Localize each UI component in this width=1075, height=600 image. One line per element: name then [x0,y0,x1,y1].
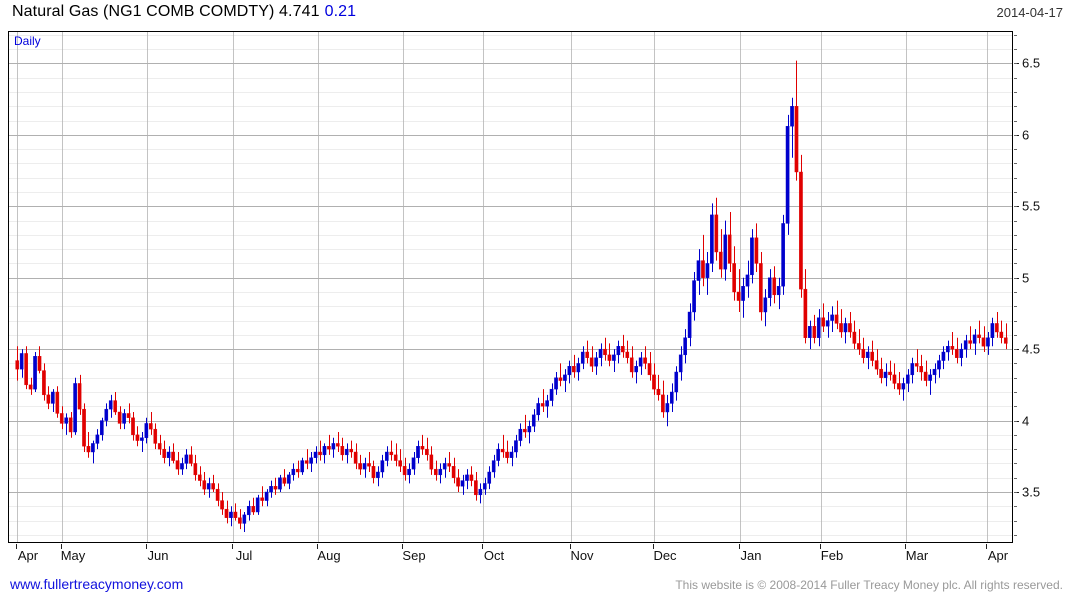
y-axis-minor-tick [1014,278,1017,279]
y-axis-minor-tick [1014,221,1017,222]
y-axis-minor-tick [1014,335,1017,336]
price-change-value: 0.21 [324,3,357,20]
y-axis-minor-tick [1014,421,1017,422]
y-axis-minor-tick [1014,78,1017,79]
y-axis-minor-tick [1014,35,1017,36]
x-axis-tick-label: Feb [820,548,844,563]
x-axis-tick-label: Oct [483,548,505,563]
y-axis-minor-tick [1014,321,1017,322]
y-axis-minor-tick [1014,106,1017,107]
y-axis-minor-tick [1014,249,1017,250]
y-axis-minor-tick [1014,149,1017,150]
chart-plot-area[interactable]: Daily [8,31,1013,543]
y-axis-tick-label: 6 [1022,127,1030,143]
x-axis-tick-label: Sep [402,548,426,563]
y-axis-minor-tick [1014,463,1017,464]
x-axis-tick [739,544,740,549]
x-axis-tick [146,544,147,549]
y-axis-minor-tick [1014,163,1017,164]
y-axis-minor-tick [1014,521,1017,522]
y-axis-minor-tick [1014,235,1017,236]
x-axis-tick-label: Apr [17,548,39,563]
x-axis: Apr May Jun Jul Aug Sep Oct Nov Dec Jan Feb Mar Apr [8,544,1013,568]
instrument-title-text: Natural Gas (NG1 COMB COMDTY) 4.741 [12,3,320,20]
x-axis-tick-label: Dec [653,548,677,563]
x-axis-tick [482,544,483,549]
chart-header: Natural Gas (NG1 COMB COMDTY) 4.741 0.21 … [0,0,1075,28]
x-axis-tick-label: Jul [235,548,253,563]
copyright-notice: This website is © 2008-2014 Fuller Treac… [675,578,1063,592]
y-axis-minor-tick [1014,392,1017,393]
x-axis-tick-label: Mar [905,548,929,563]
y-axis-minor-tick [1014,92,1017,93]
x-axis-tick [16,544,17,549]
x-axis-tick-label: Aug [317,548,341,563]
y-axis-tick-label: 5 [1022,270,1030,286]
y-axis-minor-tick [1014,178,1017,179]
x-axis-tick-label: Jun [147,548,169,563]
y-axis-minor-tick [1014,435,1017,436]
candlestick-canvas [9,32,1012,542]
y-axis-tick-label: 6.5 [1022,55,1041,71]
x-axis-tick-label: Nov [570,548,594,563]
x-axis-tick [232,544,233,549]
site-url[interactable]: www.fullertreacymoney.com [10,576,184,592]
y-axis-minor-tick [1014,406,1017,407]
y-axis: 3.5 4 4.5 5 5.5 6 6.5 [1014,31,1074,543]
y-axis-minor-tick [1014,363,1017,364]
y-axis-minor-tick [1014,135,1017,136]
y-axis-minor-tick [1014,63,1017,64]
x-axis-tick [653,544,654,549]
y-axis-tick-label: 5.5 [1022,198,1041,214]
x-axis-tick-label: May [60,548,86,563]
y-axis-minor-tick [1014,535,1017,536]
y-axis-minor-tick [1014,478,1017,479]
y-axis-minor-tick [1014,121,1017,122]
y-axis-minor-tick [1014,49,1017,50]
x-axis-tick [61,544,62,549]
y-axis-minor-tick [1014,206,1017,207]
x-axis-tick-label: Apr [987,548,1009,563]
x-axis-tick [570,544,571,549]
y-axis-tick-label: 4.5 [1022,341,1041,357]
x-axis-tick [317,544,318,549]
x-axis-tick [905,544,906,549]
y-axis-tick-label: 4 [1022,413,1030,429]
y-axis-minor-tick [1014,306,1017,307]
y-axis-minor-tick [1014,378,1017,379]
y-axis-minor-tick [1014,449,1017,450]
y-axis-tick-label: 3.5 [1022,484,1041,500]
y-axis-minor-tick [1014,263,1017,264]
x-axis-tick [820,544,821,549]
instrument-title: Natural Gas (NG1 COMB COMDTY) 4.741 0.21 [12,3,356,21]
y-axis-minor-tick [1014,492,1017,493]
interval-label: Daily [14,34,41,48]
y-axis-minor-tick [1014,349,1017,350]
x-axis-tick-label: Jan [740,548,762,563]
x-axis-tick [402,544,403,549]
y-axis-minor-tick [1014,506,1017,507]
chart-date: 2014-04-17 [996,5,1064,20]
y-axis-minor-tick [1014,292,1017,293]
x-axis-tick [986,544,987,549]
y-axis-minor-tick [1014,192,1017,193]
